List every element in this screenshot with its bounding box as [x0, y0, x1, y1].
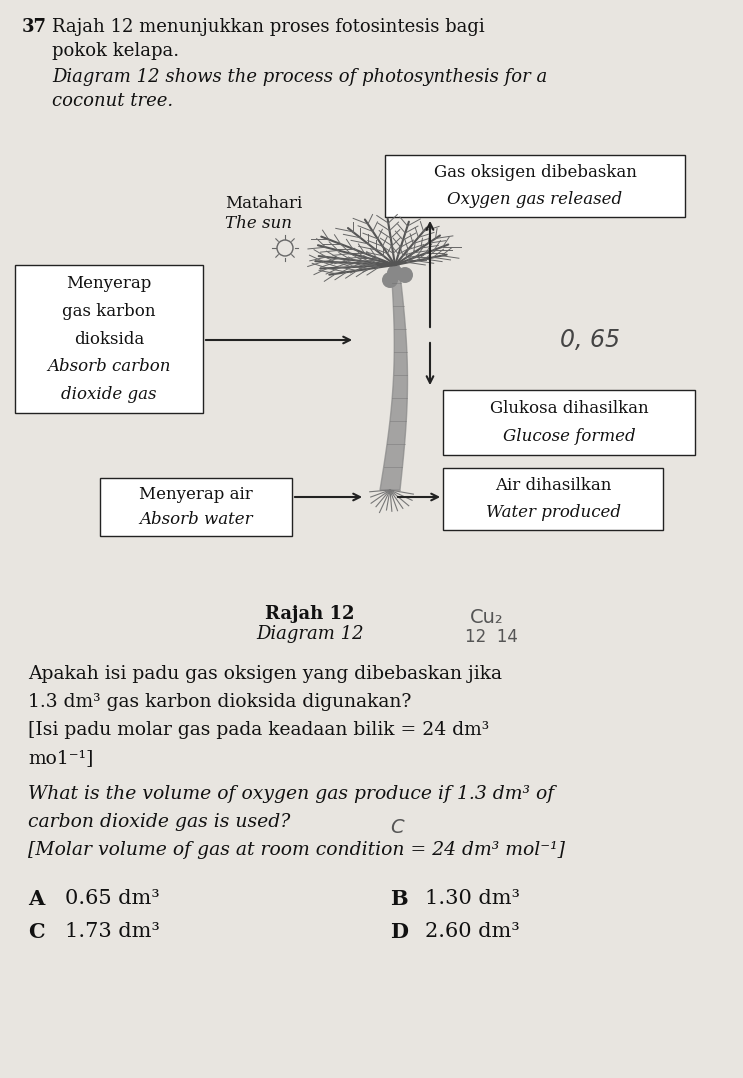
- Text: coconut tree.: coconut tree.: [52, 92, 173, 110]
- Text: 1.30 dm³: 1.30 dm³: [425, 889, 520, 908]
- Text: mo1⁻¹]: mo1⁻¹]: [28, 749, 94, 768]
- Text: pokok kelapa.: pokok kelapa.: [52, 42, 179, 60]
- Text: 37: 37: [22, 18, 47, 36]
- Text: Cu₂: Cu₂: [470, 608, 504, 627]
- Text: [Isi padu molar gas pada keadaan bilik = 24 dm³: [Isi padu molar gas pada keadaan bilik =…: [28, 721, 489, 740]
- Text: 0, 65: 0, 65: [560, 328, 620, 353]
- Text: Menyerap: Menyerap: [66, 275, 152, 292]
- Text: Diagram 12 shows the process of photosynthesis for a: Diagram 12 shows the process of photosyn…: [52, 68, 548, 86]
- Text: dioxide gas: dioxide gas: [61, 386, 157, 403]
- Text: B: B: [390, 889, 408, 909]
- Text: dioksida: dioksida: [74, 331, 144, 347]
- Text: Rajah 12: Rajah 12: [265, 605, 354, 623]
- Text: Menyerap air: Menyerap air: [139, 486, 253, 503]
- Text: Matahari: Matahari: [225, 195, 302, 212]
- Text: Water produced: Water produced: [485, 505, 620, 521]
- Circle shape: [397, 267, 413, 284]
- Text: Air dihasilkan: Air dihasilkan: [495, 478, 611, 494]
- Text: Oxygen gas released: Oxygen gas released: [447, 191, 623, 208]
- Text: Glukosa dihasilkan: Glukosa dihasilkan: [490, 400, 649, 417]
- Circle shape: [387, 265, 403, 281]
- Text: C: C: [390, 818, 403, 837]
- Text: 1.73 dm³: 1.73 dm³: [65, 922, 160, 941]
- Polygon shape: [380, 265, 407, 490]
- Text: A: A: [28, 889, 45, 909]
- Text: Absorb water: Absorb water: [139, 511, 253, 528]
- Circle shape: [382, 272, 398, 288]
- Text: Rajah 12 menunjukkan proses fotosintesis bagi: Rajah 12 menunjukkan proses fotosintesis…: [52, 18, 484, 36]
- Text: carbon dioxide gas is used?: carbon dioxide gas is used?: [28, 813, 291, 831]
- Text: C: C: [28, 922, 45, 942]
- Text: 12  14: 12 14: [465, 628, 518, 646]
- Text: 1.3 dm³ gas karbon dioksida digunakan?: 1.3 dm³ gas karbon dioksida digunakan?: [28, 693, 412, 711]
- Text: The sun: The sun: [225, 215, 292, 232]
- Text: Apakah isi padu gas oksigen yang dibebaskan jika: Apakah isi padu gas oksigen yang dibebas…: [28, 665, 502, 683]
- FancyBboxPatch shape: [15, 265, 203, 413]
- Text: D: D: [390, 922, 408, 942]
- Text: 2.60 dm³: 2.60 dm³: [425, 922, 519, 941]
- Text: Glucose formed: Glucose formed: [503, 428, 635, 445]
- Text: Diagram 12: Diagram 12: [256, 625, 364, 642]
- FancyBboxPatch shape: [443, 468, 663, 530]
- FancyBboxPatch shape: [443, 390, 695, 455]
- Text: gas karbon: gas karbon: [62, 303, 156, 319]
- FancyBboxPatch shape: [385, 155, 685, 217]
- Text: Gas oksigen dibebaskan: Gas oksigen dibebaskan: [434, 164, 637, 181]
- FancyBboxPatch shape: [100, 478, 292, 536]
- Text: [Molar volume of gas at room condition = 24 dm³ mol⁻¹]: [Molar volume of gas at room condition =…: [28, 841, 565, 859]
- Text: What is the volume of oxygen gas produce if 1.3 dm³ of: What is the volume of oxygen gas produce…: [28, 785, 554, 803]
- Text: Absorb carbon: Absorb carbon: [48, 358, 171, 375]
- Text: 0.65 dm³: 0.65 dm³: [65, 889, 160, 908]
